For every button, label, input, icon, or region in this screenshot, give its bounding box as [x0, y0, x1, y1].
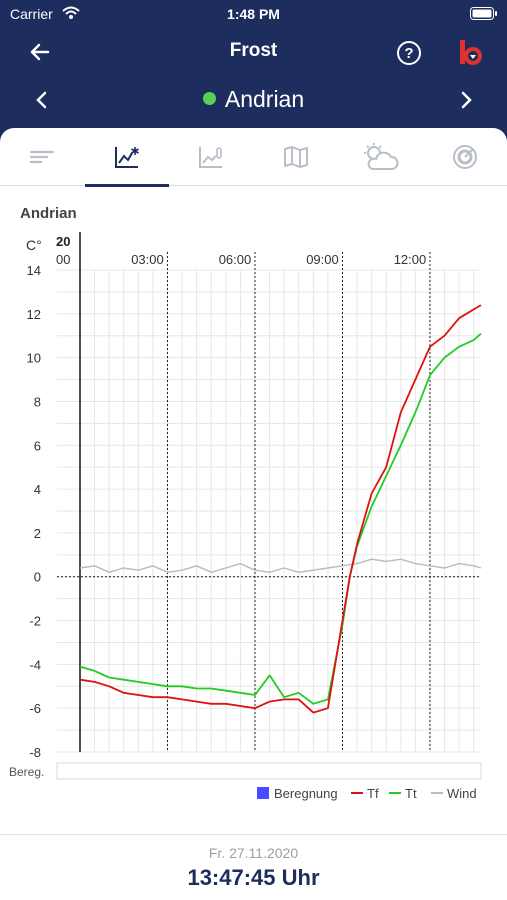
series-line-wind: [79, 558, 482, 573]
chart-grid: [57, 232, 481, 753]
carrier-label: Carrier: [10, 6, 53, 22]
site-status-dot: [202, 92, 216, 105]
y-tick-label: -4: [29, 657, 41, 672]
site-selector[interactable]: Andrian: [0, 86, 507, 113]
y-axis-unit-label: C°: [26, 237, 42, 253]
battery-icon: [470, 7, 497, 20]
x-tick-label: 06:00: [219, 252, 252, 267]
wifi-icon: [62, 6, 80, 19]
series-line-tf: [79, 304, 482, 714]
sensor-dial-icon: [453, 145, 477, 169]
x-tick-label: 12:00: [394, 252, 427, 267]
previous-site-icon[interactable]: [34, 90, 50, 110]
footer-date: Fr. 27.11.2020: [208, 845, 299, 861]
y-tick-label: 12: [27, 307, 41, 322]
tab-map[interactable]: [254, 128, 338, 186]
weather-icon: [364, 143, 399, 170]
back-arrow-icon[interactable]: [28, 40, 52, 64]
date-label: 20: [56, 234, 70, 249]
tab-sensor-chart[interactable]: [169, 128, 253, 186]
y-tick-label: -6: [29, 701, 41, 716]
chart-sensor-icon: [199, 147, 222, 168]
y-tick-label: -2: [29, 614, 41, 629]
chart-title: Andrian: [20, 205, 77, 222]
legend-label-tt: Tt: [405, 786, 417, 801]
site-name: Andrian: [224, 86, 305, 112]
legend-label-tf: Tf: [367, 786, 379, 801]
footer-timestamp: Fr. 27.11.2020 13:47:45 Uhr: [0, 834, 507, 900]
legend-label-beregnung: Beregnung: [274, 786, 338, 801]
tab-weather[interactable]: [338, 128, 422, 186]
x-tick-label: 00: [56, 252, 70, 267]
y-tick-label: 6: [34, 438, 41, 453]
tab-frost-chart[interactable]: [85, 128, 169, 187]
y-tick-label: 14: [27, 263, 41, 278]
series-line-tt: [79, 332, 482, 705]
irrigation-row-label: Bereg.: [9, 765, 44, 779]
app-header: Carrier 1:48 PM Frost ? Andrian: [0, 0, 507, 142]
clock-label: 1:48 PM: [227, 6, 280, 22]
chart-frost-icon: [115, 147, 139, 168]
x-tick-label: 09:00: [306, 252, 339, 267]
legend-label-wind: Wind: [447, 786, 477, 801]
y-tick-label: 10: [27, 351, 41, 366]
brand-logo-icon[interactable]: [456, 38, 486, 68]
x-tick-label: 03:00: [131, 252, 164, 267]
tab-list[interactable]: [0, 128, 84, 186]
next-site-icon[interactable]: [458, 90, 474, 110]
tab-sensor-dial[interactable]: [423, 128, 507, 186]
svg-text:?: ?: [404, 45, 413, 62]
irrigation-row: [56, 762, 482, 780]
list-lines-icon: [29, 150, 55, 164]
footer-time: 13:47:45 Uhr: [187, 865, 320, 890]
y-tick-label: 8: [34, 394, 41, 409]
y-tick-label: 0: [34, 570, 41, 585]
y-tick-label: 2: [34, 526, 41, 541]
page-title: Frost: [229, 40, 278, 61]
y-tick-label: 4: [34, 482, 41, 497]
map-icon: [284, 146, 308, 168]
y-tick-label: -8: [29, 745, 41, 760]
help-icon[interactable]: ?: [396, 40, 422, 66]
legend-swatch-beregnung: [257, 787, 269, 799]
tab-bar: [0, 128, 507, 187]
